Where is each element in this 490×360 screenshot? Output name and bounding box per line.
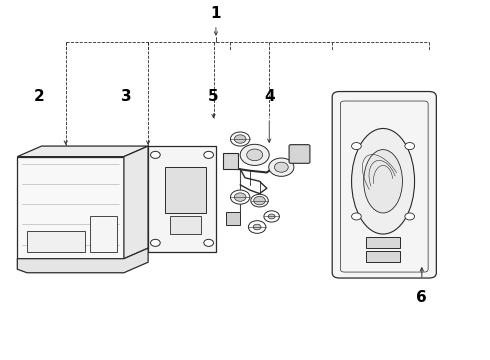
Circle shape — [234, 135, 246, 143]
Circle shape — [234, 193, 246, 201]
Circle shape — [253, 224, 261, 230]
Circle shape — [274, 162, 288, 172]
Circle shape — [269, 158, 294, 176]
Circle shape — [230, 190, 250, 204]
Bar — [225, 212, 240, 225]
Text: 1: 1 — [211, 6, 221, 21]
Circle shape — [230, 132, 250, 146]
Text: 6: 6 — [416, 291, 427, 305]
Polygon shape — [148, 146, 216, 252]
Circle shape — [251, 194, 268, 207]
Circle shape — [264, 211, 279, 222]
Bar — [90, 216, 117, 252]
Circle shape — [204, 239, 214, 246]
Circle shape — [248, 221, 266, 233]
Bar — [366, 251, 400, 262]
Polygon shape — [17, 157, 124, 259]
Bar — [27, 230, 85, 252]
FancyBboxPatch shape — [332, 91, 437, 278]
Bar — [170, 216, 201, 234]
Text: 3: 3 — [121, 89, 132, 104]
Text: 4: 4 — [264, 89, 274, 104]
Ellipse shape — [352, 129, 415, 234]
Text: 2: 2 — [34, 89, 45, 104]
Bar — [223, 153, 238, 169]
Circle shape — [240, 144, 269, 166]
Ellipse shape — [364, 150, 402, 213]
Circle shape — [352, 143, 361, 150]
Circle shape — [268, 214, 275, 219]
Circle shape — [405, 143, 415, 150]
Circle shape — [352, 213, 361, 220]
Bar — [366, 237, 400, 248]
Text: 5: 5 — [208, 89, 219, 104]
Polygon shape — [124, 146, 148, 259]
Polygon shape — [17, 146, 148, 157]
Bar — [165, 167, 206, 213]
Circle shape — [405, 213, 415, 220]
Circle shape — [150, 151, 160, 158]
FancyBboxPatch shape — [289, 145, 310, 163]
Circle shape — [204, 151, 214, 158]
Circle shape — [150, 239, 160, 246]
Polygon shape — [17, 248, 148, 273]
Circle shape — [246, 149, 263, 161]
Circle shape — [254, 197, 266, 205]
